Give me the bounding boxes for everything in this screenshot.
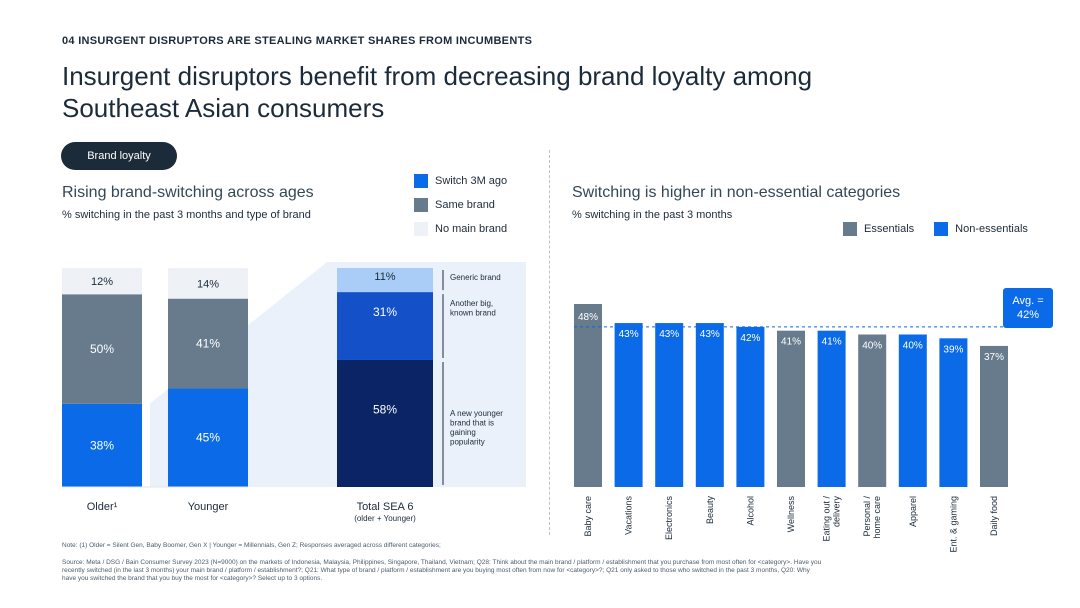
category-bar <box>695 323 724 487</box>
category-bar <box>817 330 846 487</box>
brand-loyalty-pill[interactable]: Brand loyalty <box>61 142 177 170</box>
left-chart: 38% 50% 12% Older¹ 45% 41% 14% Younger 58% A new … <box>62 262 526 523</box>
bar-value-label: 42% <box>740 333 760 344</box>
bar-value-label: 43% <box>619 329 639 340</box>
segment-description: A new younger brand that is gaining popular… <box>450 409 503 447</box>
category-bar <box>736 326 765 487</box>
right-legend: Essentials Non-essentials <box>843 222 1028 236</box>
bar-value-label: 40% <box>903 341 923 352</box>
left-chart-title: Rising brand-switching across ages <box>62 184 314 201</box>
category-label: Beauty <box>705 496 715 525</box>
category-bar <box>980 345 1008 487</box>
category-bar <box>614 323 643 487</box>
bar-value-label: 39% <box>943 344 963 355</box>
bar-value-label: 43% <box>659 329 679 340</box>
legend-swatch <box>414 174 428 188</box>
category-label: Vacations <box>624 496 634 535</box>
category-bar <box>574 304 602 487</box>
legend-label-non-essentials: Non-essentials <box>955 223 1028 235</box>
category-label: Baby care <box>583 496 593 537</box>
category-label: Apparel <box>908 496 918 527</box>
bar-segment <box>62 268 142 295</box>
category-label: Younger <box>188 501 229 513</box>
legend-label: Switch 3M ago <box>435 175 508 187</box>
section-kicker: 04 INSURGENT DISRUPTORS ARE STEALING MAR… <box>62 35 533 47</box>
category-label: Wellness <box>786 496 796 533</box>
legend-item-switch: Switch 3M ago <box>414 174 507 188</box>
total-bar-segment <box>337 359 433 487</box>
category-label: Eating out /delivery <box>822 496 842 542</box>
source-note: Source: Meta / DSG / Bain Consumer Surve… <box>62 559 822 582</box>
category-bar <box>858 334 887 487</box>
legend-item-no-main: No main brand <box>414 222 507 236</box>
right-chart-caption: % switching in the past 3 months <box>572 209 733 221</box>
bar-segment <box>168 268 248 299</box>
right-chart: 48% Baby care 43% Vacations 43% Electronics 43… <box>574 304 1008 553</box>
category-label: Electronics <box>664 496 674 541</box>
bar-value-label: 38% <box>90 438 114 452</box>
bar-value-label: 41% <box>781 337 801 348</box>
page-title: Insurgent disruptors benefit from decrea… <box>62 61 813 123</box>
bar-value-label: 40% <box>862 341 882 352</box>
legend-item-same: Same brand <box>414 198 507 212</box>
bar-value-label: 12% <box>91 276 113 288</box>
category-bar <box>777 330 805 487</box>
left-chart-caption: % switching in the past 3 months and typ… <box>62 209 311 221</box>
bar-segment <box>168 298 248 389</box>
category-bar <box>898 334 927 487</box>
legend-swatch <box>414 222 428 236</box>
bar-value-label: 37% <box>984 352 1004 363</box>
category-label: Personal /home care <box>862 496 882 539</box>
right-chart-title: Switching is higher in non-essential cat… <box>572 184 901 201</box>
footnote: Note: (1) Older = Silent Gen, Baby Boome… <box>62 542 441 549</box>
legend-label: No main brand <box>435 223 508 235</box>
segment-description: Generic brand <box>450 273 501 282</box>
category-label: Ent. & gaming <box>948 496 958 553</box>
segment-description: Another big, known brand <box>450 299 496 318</box>
category-label: Daily food <box>989 496 999 536</box>
legend-label: Same brand <box>435 199 495 211</box>
total-value-label: 31% <box>373 305 397 319</box>
category-bar <box>939 338 968 487</box>
bar-value-label: 45% <box>196 431 220 445</box>
bar-value-label: 43% <box>700 329 720 340</box>
bar-value-label: 14% <box>197 278 219 290</box>
left-legend: Switch 3M ago Same brand No main brand <box>414 174 507 236</box>
bar-value-label: 41% <box>822 337 842 348</box>
total-value-label: 11% <box>374 271 395 283</box>
legend-swatch-essentials <box>843 222 857 236</box>
bar-segment <box>168 388 248 487</box>
bar-value-label: 48% <box>578 312 598 323</box>
category-label: Total SEA 6 <box>357 501 414 513</box>
panel-divider <box>549 150 550 535</box>
average-callout: Avg. = 42% <box>1003 288 1053 328</box>
legend-swatch-non-essentials <box>934 222 949 236</box>
total-bar-segment <box>337 268 433 293</box>
total-value-label: 58% <box>373 402 397 416</box>
bar-value-label: 41% <box>196 337 220 351</box>
bar-value-label: 50% <box>90 342 114 356</box>
category-label: Older¹ <box>87 501 118 513</box>
bar-segment <box>62 294 142 404</box>
legend-swatch <box>414 198 428 212</box>
category-label: Alcohol <box>745 496 755 526</box>
bar-segment <box>62 403 142 487</box>
total-bar-segment <box>337 292 433 360</box>
category-bar <box>655 323 684 487</box>
legend-label-essentials: Essentials <box>864 223 915 235</box>
category-note: (older + Younger) <box>354 514 416 523</box>
